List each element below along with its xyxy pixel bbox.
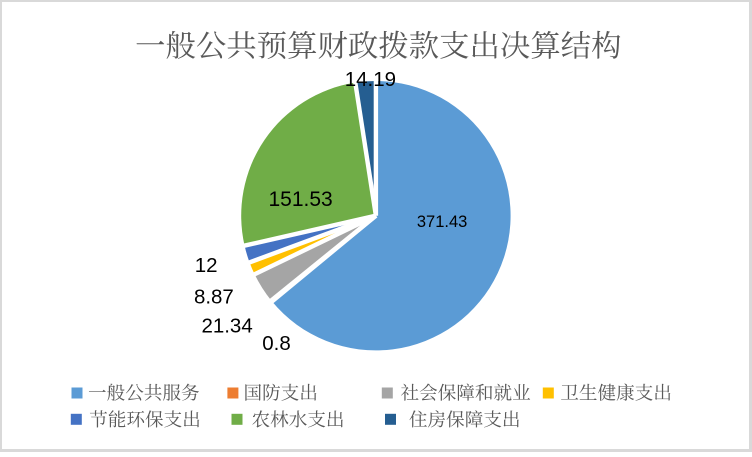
svg-text:21.34: 21.34 (201, 314, 252, 337)
svg-text:0.8: 0.8 (262, 332, 291, 355)
svg-text:12: 12 (195, 254, 218, 277)
svg-text:151.53: 151.53 (268, 188, 332, 211)
svg-text:14.19: 14.19 (345, 68, 396, 91)
svg-text:371.43: 371.43 (417, 213, 467, 231)
svg-text:8.87: 8.87 (194, 286, 234, 309)
